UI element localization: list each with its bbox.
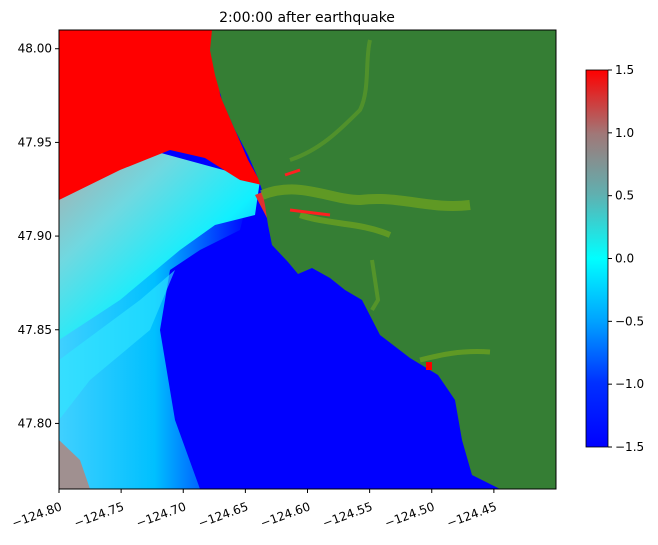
y-tick-label: 47.85 (18, 323, 52, 337)
wave-fan-inner (59, 150, 260, 340)
estuary-channel (260, 184, 471, 211)
colorbar-gradient (585, 69, 609, 448)
river-channel (370, 259, 381, 312)
x-tick-label: −124.65 (196, 499, 250, 530)
colorbar-tick-label: −0.5 (615, 314, 644, 328)
colorbar-tick-label: −1.0 (615, 377, 644, 391)
colorbar-tick-label: 1.5 (615, 63, 634, 77)
estuary-channel-3 (299, 212, 392, 238)
wave-fan-corner (59, 440, 90, 489)
x-axis: −124.80 −124.75 −124.70 −124.65 −124.60 −124.… (10, 489, 499, 530)
x-tick-label: −124.55 (321, 499, 375, 530)
colorbar-tick-label: 0.0 (615, 252, 634, 266)
y-tick-label: 47.95 (18, 135, 52, 149)
red-spot (426, 362, 432, 370)
river-channel-2 (419, 349, 491, 363)
x-tick-label: −124.75 (72, 499, 126, 530)
x-tick-label: −124.60 (258, 499, 312, 530)
x-tick-label: −124.50 (383, 499, 437, 530)
land (210, 30, 556, 489)
colorbar-tick-label: −1.5 (615, 440, 644, 454)
colorbar: 1.5 1.0 0.5 0.0 −0.5 −1.0 −1.5 (585, 63, 644, 454)
y-axis: 48.00 47.95 47.90 47.85 47.80 (18, 42, 59, 430)
y-tick-label: 48.00 (18, 42, 52, 56)
wave-fan-band (59, 270, 175, 420)
y-tick-label: 47.90 (18, 229, 52, 243)
bay-red-streak (284, 168, 331, 217)
x-tick-label: −124.45 (445, 499, 499, 530)
x-tick-label: −124.80 (10, 499, 64, 530)
estuary-channel-2 (289, 39, 372, 162)
x-tick-label: −124.70 (134, 499, 188, 530)
positive-wave-region (59, 30, 262, 200)
plot-area (59, 30, 556, 489)
chart-title: 2:00:00 after earthquake (219, 10, 395, 26)
y-tick-label: 47.80 (18, 416, 52, 430)
colorbar-tick-label: 1.0 (615, 126, 634, 140)
colorbar-tick-label: 0.5 (615, 189, 634, 203)
